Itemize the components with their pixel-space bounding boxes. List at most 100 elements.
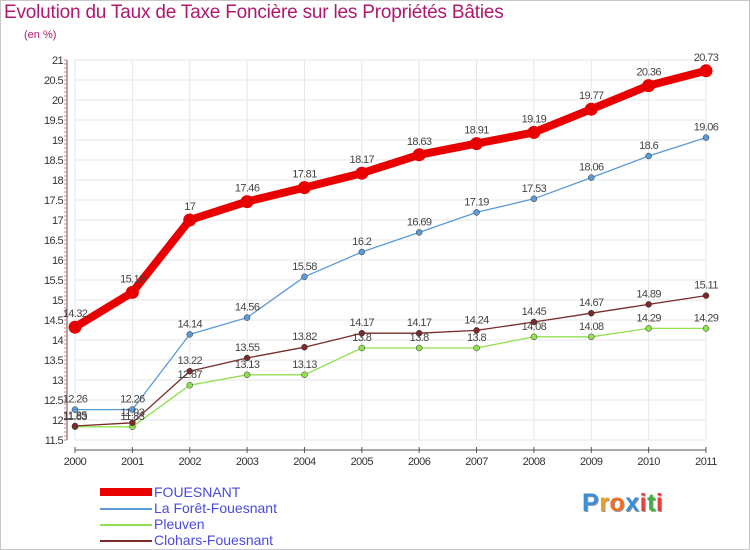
chart-title: Evolution du Taux de Taxe Foncière sur l… [4, 2, 504, 23]
data-label: 14.29 [636, 312, 661, 324]
data-point [645, 325, 652, 332]
data-point [645, 301, 652, 308]
data-label: 18.06 [579, 162, 604, 174]
brand-letter: i [655, 489, 664, 517]
data-label: 17.53 [522, 183, 547, 195]
data-label: 14.32 [63, 308, 88, 320]
data-label: 16.69 [407, 216, 432, 228]
brand-logo: Proxiti [582, 489, 663, 518]
y-tick-label: 15.5 [44, 275, 63, 287]
y-tick-label: 12 [52, 415, 64, 427]
brand-letter: x [625, 489, 640, 517]
data-label: 14.45 [522, 306, 547, 318]
y-tick-label: 14.5 [44, 315, 63, 327]
data-point [186, 331, 193, 338]
data-label: 16.2 [352, 236, 371, 248]
data-point [183, 213, 197, 227]
series-points [68, 64, 713, 431]
data-label: 12.87 [177, 369, 202, 381]
data-point [355, 166, 369, 180]
x-tick-label: 2009 [580, 456, 603, 468]
data-label: 14.67 [579, 297, 604, 309]
data-label: 17.81 [292, 169, 317, 181]
chart-subtitle: (en %) [24, 29, 57, 41]
series-line [74, 136, 707, 411]
data-point [243, 354, 251, 362]
data-point [71, 406, 79, 413]
legend-label: FOUESNANT [154, 484, 241, 500]
y-tick-label: 13.5 [44, 355, 63, 367]
data-point [699, 64, 713, 78]
series-line [74, 327, 707, 428]
brand-letter: t [647, 489, 656, 517]
data-point [530, 195, 538, 203]
data-label: 17 [184, 201, 196, 213]
data-label: 14.29 [694, 312, 719, 324]
data-label: 15.19 [120, 273, 145, 285]
data-label: 18.6 [639, 140, 658, 152]
data-point [297, 181, 311, 195]
data-point [243, 314, 251, 321]
series-line [71, 66, 710, 332]
x-tick-label: 2004 [293, 456, 316, 468]
data-label: 13.82 [292, 331, 317, 343]
y-tick-label: 12.5 [44, 395, 63, 407]
y-tick-label: 20 [52, 95, 64, 107]
series-line [74, 294, 707, 427]
y-tick-label: 13 [52, 375, 64, 387]
x-tick-label: 2007 [465, 456, 488, 468]
axes: 11.5 12 12.5 13 13.5 14 14.5 15 15.5 16 16.5 17 17.5… [44, 55, 718, 468]
brand-letter: o [609, 489, 626, 517]
data-label: 14.14 [177, 318, 202, 330]
legend-swatch [100, 488, 152, 496]
data-label: 17.19 [464, 196, 489, 208]
y-tick-label: 16.5 [44, 235, 63, 247]
x-tick-label: 2003 [236, 456, 259, 468]
data-label: 12.26 [63, 394, 88, 406]
data-point [125, 285, 139, 299]
data-label: 14.17 [407, 317, 432, 329]
data-label: 20.36 [636, 67, 661, 79]
x-tick-label: 2011 [695, 456, 717, 468]
x-tick-label: 2005 [351, 456, 374, 468]
data-label: 18.63 [407, 136, 432, 148]
data-point [645, 152, 652, 160]
data-point [527, 125, 541, 139]
legend-swatch [100, 540, 152, 542]
data-label: 14.08 [522, 321, 547, 333]
data-label: 13.8 [410, 332, 429, 344]
data-label: 19.77 [579, 90, 604, 102]
x-tick-label: 2000 [64, 456, 87, 468]
data-point [473, 209, 480, 216]
data-label: 13.22 [177, 355, 202, 367]
data-point [473, 344, 480, 352]
data-label: 14.56 [235, 302, 260, 314]
data-label: 11.83 [121, 411, 145, 423]
data-label: 13.8 [352, 332, 371, 344]
x-tick-label: 2008 [523, 456, 546, 468]
x-tick-label: 2006 [408, 456, 431, 468]
data-label: 18.17 [350, 154, 375, 166]
data-label: 13.8 [467, 332, 486, 344]
data-point [71, 422, 79, 430]
data-point [702, 134, 710, 141]
data-label: 13.13 [235, 359, 260, 371]
data-point [68, 320, 82, 334]
y-tick-label: 17.5 [44, 195, 63, 207]
data-point [588, 174, 595, 181]
data-point [473, 327, 480, 334]
data-label: 15.58 [292, 261, 317, 273]
data-point [588, 309, 595, 317]
y-tick-label: 20.5 [44, 75, 63, 87]
y-tick-label: 14 [52, 335, 64, 347]
series-lines [71, 66, 710, 428]
legend-label: La Forêt-Fouesnant [154, 500, 277, 516]
data-point [412, 148, 426, 162]
data-point [415, 329, 423, 337]
y-tick-label: 18.5 [44, 155, 63, 167]
x-tick-label: 2001 [121, 456, 144, 468]
data-labels: 12.26 12.26 14.14 14.56 15.58 16.2 16.69 17.19 1… [63, 52, 720, 423]
y-tick-label: 19.5 [44, 115, 63, 127]
legend-label: Pleuven [154, 516, 205, 532]
